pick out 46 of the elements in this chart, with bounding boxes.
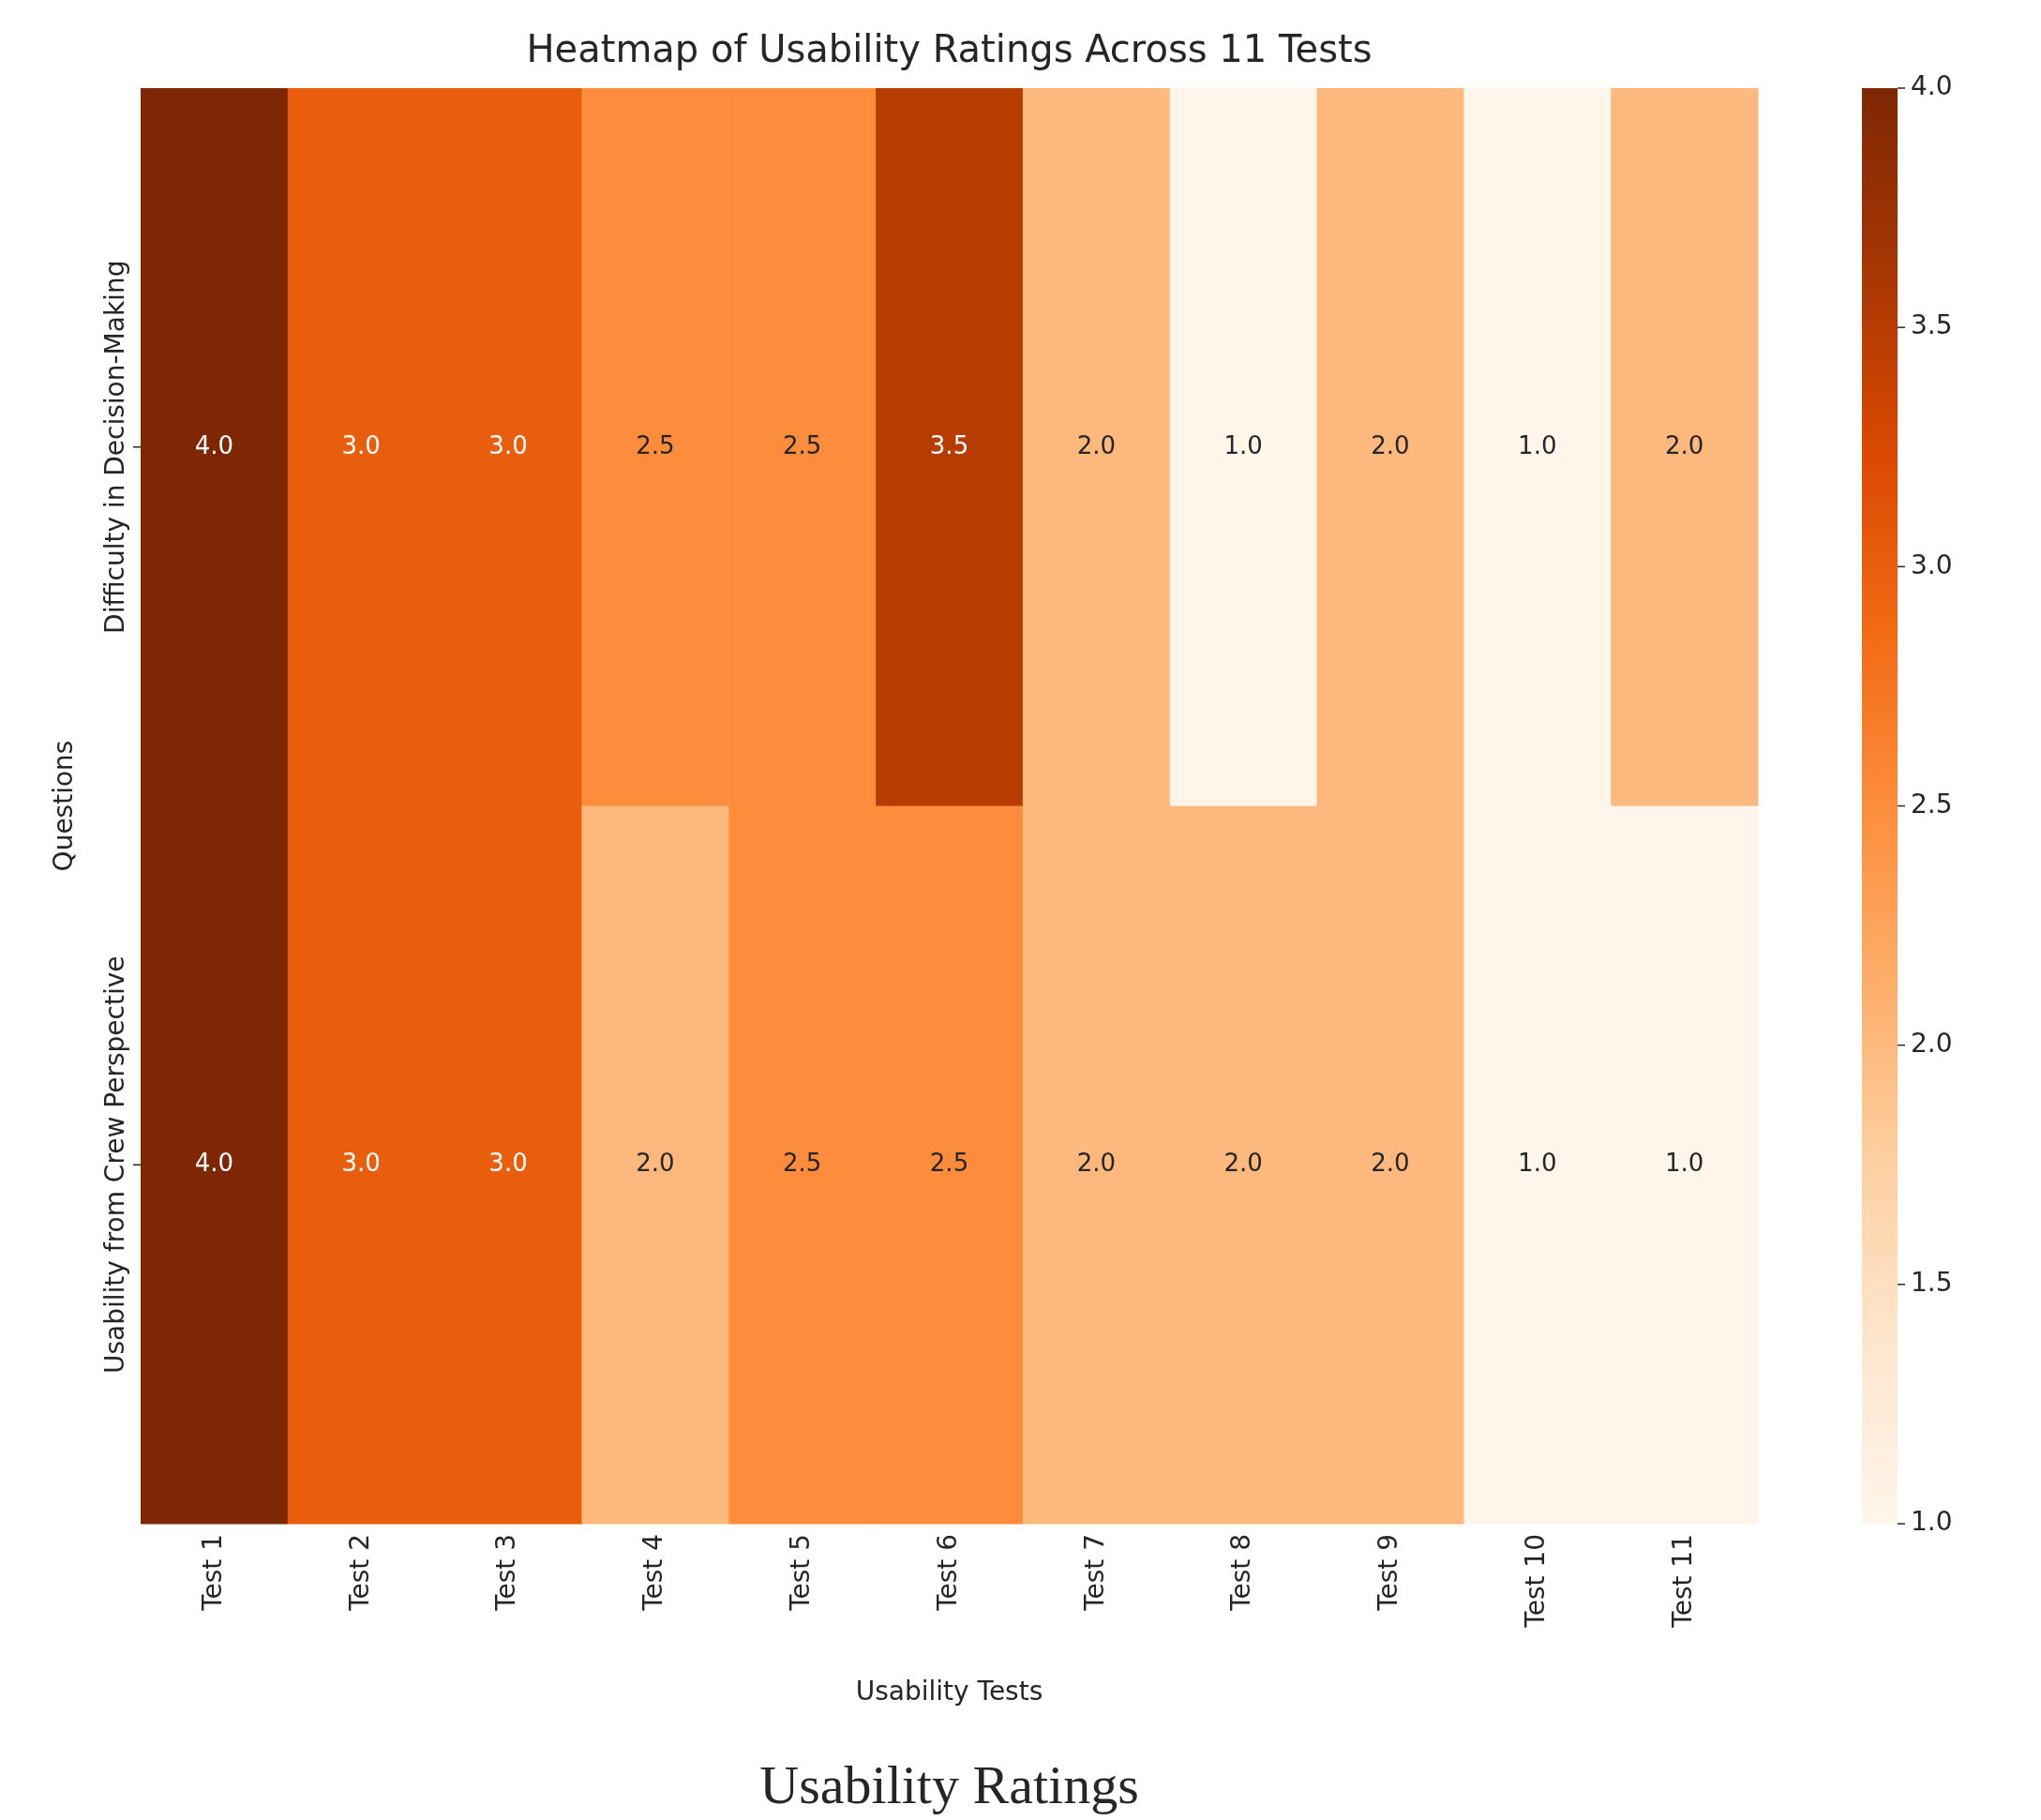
data-label: 2.0 [1076, 1149, 1116, 1177]
data-label: 2.0 [1371, 1149, 1410, 1177]
data-label: 1.0 [1223, 430, 1263, 459]
y-tick-label: Difficulty in Decision-Making [99, 260, 131, 634]
data-label: 3.0 [341, 1149, 381, 1177]
color-bar-label: 1.0 [1911, 1506, 1953, 1538]
data-label: 3.0 [341, 430, 381, 459]
data-label: 2.0 [636, 1149, 675, 1177]
data-label: 2.5 [783, 1149, 822, 1177]
data-label: 2.5 [636, 430, 675, 459]
data-label: 1.0 [1518, 430, 1557, 459]
color-bar-label: 2.5 [1911, 788, 1953, 820]
x-tick-label: Test 4 [638, 1534, 669, 1612]
data-label: 3.5 [929, 430, 969, 459]
data-label: 1.0 [1664, 1149, 1704, 1177]
x-tick-label: Test 3 [490, 1534, 522, 1612]
color-bar-label: 3.0 [1911, 549, 1953, 580]
color-bar-label: 4.0 [1911, 70, 1953, 102]
data-label: 2.0 [1664, 430, 1704, 459]
x-axis-title: Usability Tests [855, 1676, 1043, 1707]
data-label: 2.5 [783, 430, 822, 459]
x-tick-label: Test 10 [1520, 1534, 1552, 1629]
x-tick-label: Test 1 [196, 1534, 228, 1612]
color-bar-label: 1.5 [1911, 1267, 1953, 1299]
x-tick-label: Test 6 [931, 1534, 963, 1612]
data-label: 1.0 [1518, 1149, 1557, 1177]
data-label: 4.0 [194, 430, 234, 459]
data-label: 2.5 [929, 1149, 969, 1177]
x-tick-label: Test 7 [1078, 1534, 1110, 1612]
x-tick-label: Test 8 [1225, 1534, 1257, 1612]
color-bar-label: 3.5 [1911, 309, 1953, 341]
text: Usability Ratings [759, 1754, 1139, 1816]
chart-title: Heatmap of Usability Ratings Across 11 Tests [526, 27, 1373, 71]
y-tick-label: Usability from Crew Perspective [99, 955, 131, 1374]
x-tick-label: Test 2 [343, 1534, 375, 1612]
data-label: 2.0 [1223, 1149, 1263, 1177]
x-tick-label: Test 5 [784, 1534, 816, 1612]
data-label: 4.0 [194, 1149, 234, 1177]
data-label: 3.0 [488, 1149, 528, 1177]
y-axis-title: Questions [48, 740, 80, 872]
data-label: 2.0 [1076, 430, 1116, 459]
data-label: 2.0 [1371, 430, 1410, 459]
color-bar-label: 2.0 [1911, 1027, 1953, 1059]
data-label: 3.0 [488, 430, 528, 459]
x-tick-label: Test 9 [1373, 1534, 1404, 1612]
x-tick-label: Test 11 [1666, 1534, 1698, 1629]
